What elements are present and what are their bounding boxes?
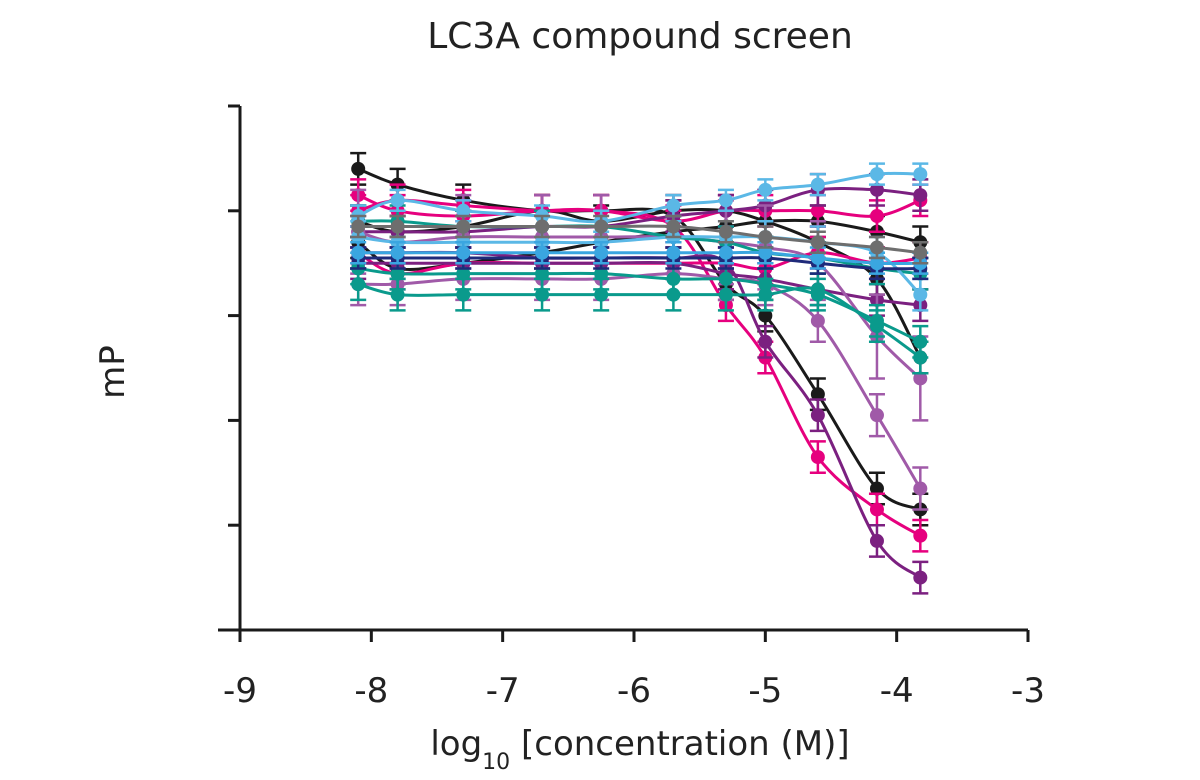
data-point [810,203,825,218]
data-point [718,224,733,239]
data-point [535,219,550,234]
data-point [913,245,928,260]
data-point [666,271,681,286]
plot-series [350,151,929,595]
data-point [810,250,825,265]
data-point [666,198,681,213]
data-point [718,193,733,208]
data-point [758,334,773,349]
data-point [810,408,825,423]
x-ticks: -9 -8 -7 -6 -5 -4 -3 [223,630,1045,711]
data-point [718,271,733,286]
x-tick-label: -5 [748,671,782,711]
data-point [869,209,884,224]
data-point [535,266,550,281]
data-point [913,481,928,496]
x-tick-label: -6 [617,671,651,711]
data-series [350,251,929,359]
data-point [351,161,366,176]
fit-curve [357,193,922,537]
data-point [758,308,773,323]
data-point [594,219,609,234]
fit-curve [357,198,921,223]
data-series [350,214,929,265]
data-point [456,266,471,281]
data-point [810,450,825,465]
data-point [351,219,366,234]
data-point [869,502,884,517]
data-point [869,313,884,328]
data-point [810,287,825,302]
data-point [594,266,609,281]
data-series [350,240,929,275]
data-point [913,570,928,585]
data-point [869,408,884,423]
x-tick-label: -4 [880,671,914,711]
data-point [594,287,609,302]
data-point [456,219,471,234]
data-point [810,235,825,250]
x-axis-title-main: log [430,724,482,764]
data-point [390,219,405,234]
data-point [913,167,928,182]
data-point [869,256,884,271]
data-point [913,188,928,203]
data-point [869,240,884,255]
data-point [666,219,681,234]
data-point [810,313,825,328]
y-axis-title: mP [93,345,133,399]
data-point [913,528,928,543]
data-point [718,245,733,260]
data-point [869,167,884,182]
data-point [390,287,405,302]
data-point [456,287,471,302]
data-series [350,151,929,527]
x-tick-label: -3 [1011,671,1045,711]
data-point [869,533,884,548]
data-point [535,245,550,260]
x-axis-title: log10 [concentration (M)] [430,724,849,775]
data-point [869,182,884,197]
data-point [913,371,928,386]
x-tick-label: -9 [223,671,257,711]
y-ticks [228,104,240,527]
x-tick-label: -8 [354,671,388,711]
x-axis-title-subscript: 10 [482,750,510,775]
data-point [666,245,681,260]
chart-title: LC3A compound screen [427,16,853,57]
data-series [350,162,929,234]
data-point [351,245,366,260]
data-point [535,287,550,302]
data-point [869,481,884,496]
x-axis-title-rest: [concentration (M)] [510,724,850,764]
data-point [758,230,773,244]
data-point [758,277,773,292]
data-point [758,245,773,260]
data-point [810,177,825,192]
data-point [913,334,928,349]
data-point [594,245,609,260]
data-point [810,387,825,402]
data-point [390,193,405,208]
data-point [758,182,773,197]
data-point [390,245,405,260]
y-axis-title-group: mP [93,345,133,399]
data-point [456,245,471,260]
data-point [913,287,928,302]
x-tick-label: -7 [486,671,520,711]
data-point [456,203,471,218]
data-point [390,266,405,281]
